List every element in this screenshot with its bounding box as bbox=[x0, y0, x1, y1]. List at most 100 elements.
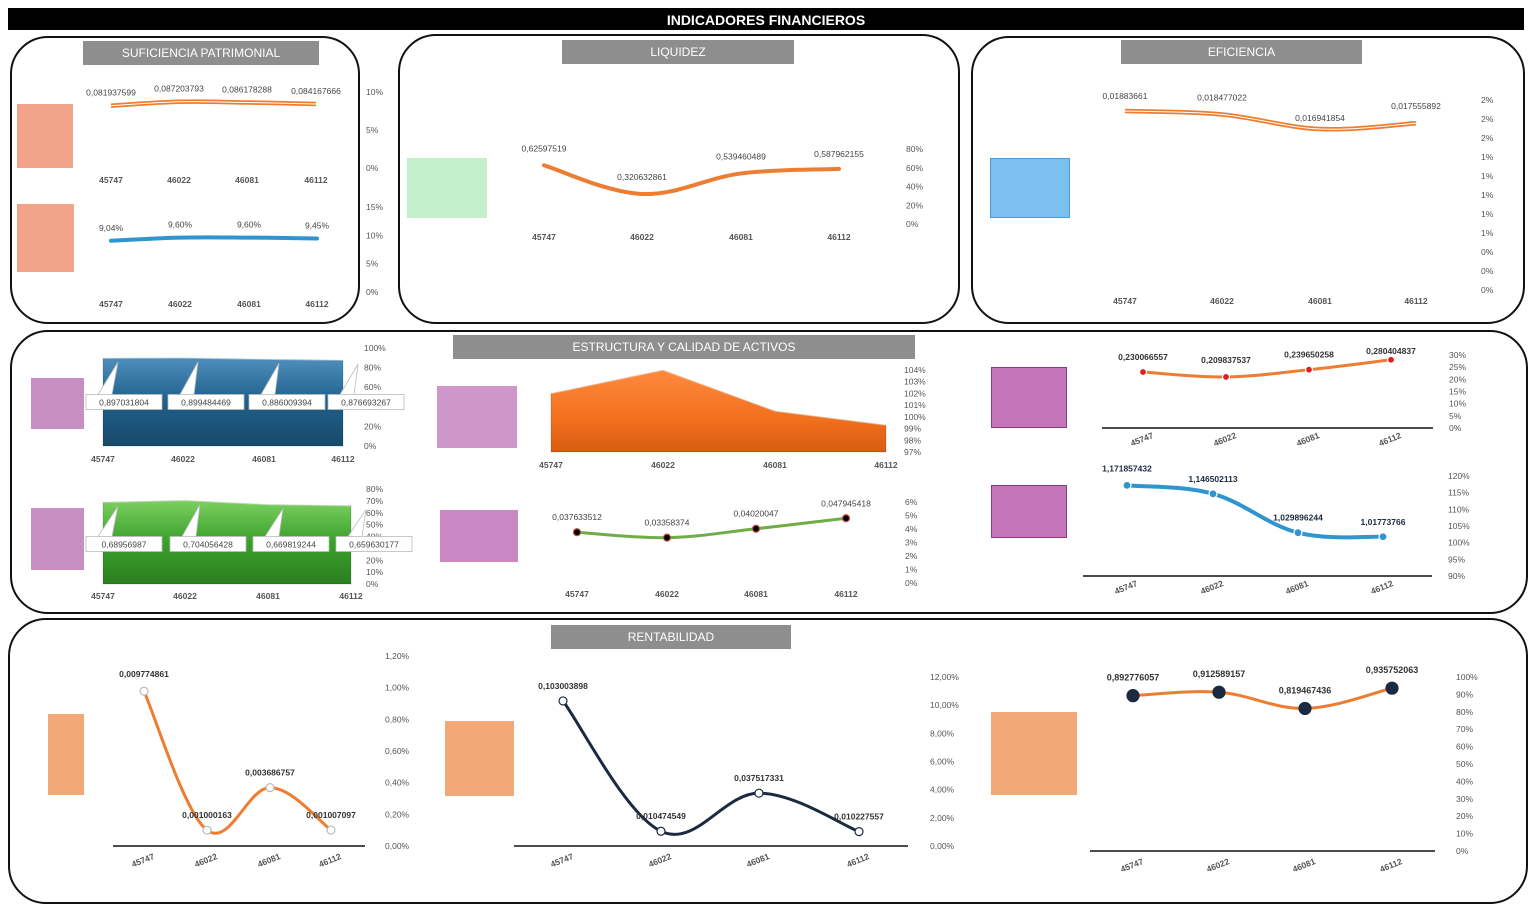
indicator-square-ren3 bbox=[991, 712, 1077, 795]
suf1-ytick: 10% bbox=[366, 87, 383, 97]
liq-category-label: 45747 bbox=[532, 232, 556, 242]
suf1-series-line-inner bbox=[110, 101, 317, 107]
ren3-category-label: 45747 bbox=[1119, 856, 1145, 874]
est1-callout-pointer bbox=[260, 362, 280, 395]
est2-ytick: 10% bbox=[366, 567, 383, 577]
est3-ytick: 97% bbox=[904, 447, 921, 457]
est6-ytick: 90% bbox=[1448, 571, 1465, 581]
est5-data-label: 0,280404837 bbox=[1366, 346, 1416, 356]
est3-area bbox=[550, 369, 887, 453]
est5-data-point bbox=[1138, 367, 1148, 377]
est2-category-label: 46022 bbox=[173, 591, 197, 601]
ren3-data-label: 0,935752063 bbox=[1366, 665, 1419, 675]
efi-data-label: 0,016941854 bbox=[1295, 113, 1345, 123]
est2-data-label: 0,659630177 bbox=[349, 540, 399, 550]
indicator-square-est3 bbox=[437, 386, 517, 448]
ren3-category-label: 46112 bbox=[1378, 856, 1403, 874]
efi-ytick: 1% bbox=[1481, 228, 1494, 238]
est2-callout-pointer bbox=[347, 509, 367, 537]
efi-ytick: 0% bbox=[1481, 285, 1494, 295]
ren3-data-label: 0,892776057 bbox=[1107, 673, 1160, 683]
efi-category-label: 46112 bbox=[1404, 296, 1427, 306]
est1-ytick: 100% bbox=[364, 343, 386, 353]
est1-data-label: 0,886009394 bbox=[262, 398, 312, 408]
est1-ytick: 20% bbox=[364, 421, 381, 431]
ren2-ytick: 8,00% bbox=[930, 728, 955, 738]
ren2-data-point bbox=[854, 826, 864, 837]
suf1-ytick: 0% bbox=[366, 163, 379, 173]
section-title-liquidez: LIQUIDEZ bbox=[562, 40, 794, 64]
est4-category-label: 46022 bbox=[655, 589, 679, 599]
suf1-category-label: 46022 bbox=[167, 175, 191, 185]
suf2-category-label: 46022 bbox=[168, 299, 192, 309]
ren1-category-label: 45747 bbox=[130, 851, 156, 869]
est4-category-label: 45747 bbox=[565, 589, 589, 599]
est5-category-label: 46022 bbox=[1212, 430, 1238, 448]
ren1-ytick: 0,00% bbox=[385, 841, 410, 851]
ren1-ytick: 1,00% bbox=[385, 683, 410, 693]
est6-ytick: 105% bbox=[1448, 521, 1470, 531]
est4-ytick: 2% bbox=[905, 551, 918, 561]
est6-category-label: 46081 bbox=[1284, 578, 1310, 596]
est1-callout-pointer bbox=[179, 361, 199, 395]
ren1-data-label: 0,009774861 bbox=[119, 669, 169, 679]
est6-data-label: 1,171857432 bbox=[1102, 463, 1152, 473]
est4-ytick: 0% bbox=[905, 578, 918, 588]
est3-category-label: 45747 bbox=[539, 460, 563, 470]
est1-callout-box bbox=[327, 394, 405, 410]
est3-category-label: 46081 bbox=[763, 460, 787, 470]
efi-ytick: 1% bbox=[1481, 152, 1494, 162]
est6-data-point bbox=[1293, 528, 1303, 538]
ren2-category-label: 46022 bbox=[647, 851, 673, 869]
ren1-ytick: 0,60% bbox=[385, 746, 410, 756]
est6-data-point bbox=[1208, 489, 1218, 499]
efi-category-label: 46022 bbox=[1210, 296, 1234, 306]
est2-ytick: 20% bbox=[366, 555, 383, 565]
ren2-ytick: 12,00% bbox=[930, 672, 959, 682]
est5-data-label: 0,239650258 bbox=[1284, 350, 1334, 360]
est3-ytick: 99% bbox=[904, 424, 921, 434]
indicator-square-ren1 bbox=[48, 714, 84, 795]
ren1-series-line bbox=[142, 689, 333, 835]
est5-ytick: 15% bbox=[1449, 387, 1466, 397]
est1-data-label: 0,897031804 bbox=[99, 398, 149, 408]
est5-category-label: 46081 bbox=[1295, 430, 1321, 448]
est1-data-label: 0,876693267 bbox=[341, 398, 391, 408]
suf2-data-label: 9,60% bbox=[168, 220, 193, 230]
est1-category-label: 46112 bbox=[331, 454, 354, 464]
ren1-category-label: 46112 bbox=[317, 851, 342, 869]
ren1-ytick: 1,20% bbox=[385, 651, 410, 661]
est1-category-label: 46081 bbox=[252, 454, 276, 464]
ren3-category-label: 46081 bbox=[1291, 856, 1317, 874]
est2-ytick: 70% bbox=[366, 496, 383, 506]
ren2-ytick: 2,00% bbox=[930, 813, 955, 823]
liq-ytick: 0% bbox=[906, 219, 919, 229]
suf2-data-label: 9,45% bbox=[305, 220, 330, 230]
ren3-data-point bbox=[1126, 689, 1140, 703]
efi-ytick: 1% bbox=[1481, 209, 1494, 219]
est6-category-label: 46112 bbox=[1369, 578, 1394, 596]
liq-category-label: 46022 bbox=[630, 232, 654, 242]
est3-ytick: 101% bbox=[904, 400, 926, 410]
est2-data-label: 0,68956987 bbox=[102, 540, 147, 550]
est1-category-label: 45747 bbox=[91, 454, 115, 464]
ren3-ytick: 0% bbox=[1456, 846, 1469, 856]
section-title-rentabilidad: RENTABILIDAD bbox=[551, 625, 791, 649]
ren1-data-label: 0,001007097 bbox=[306, 810, 356, 820]
efi-ytick: 0% bbox=[1481, 247, 1494, 257]
est4-ytick: 3% bbox=[905, 538, 918, 548]
ren3-ytick: 100% bbox=[1456, 672, 1478, 682]
est2-callout-box bbox=[252, 536, 330, 552]
efi-series-line-inner bbox=[1124, 110, 1417, 130]
ren1-category-label: 46081 bbox=[256, 851, 282, 869]
est2-ytick: 0% bbox=[366, 579, 379, 589]
suf1-data-label: 0,087203793 bbox=[154, 84, 204, 94]
est5-data-label: 0,209837537 bbox=[1201, 355, 1251, 365]
ren3-ytick: 10% bbox=[1456, 829, 1473, 839]
ren3-data-label: 0,819467436 bbox=[1279, 685, 1332, 695]
est1-ytick: 80% bbox=[364, 363, 381, 373]
efi-category-label: 46081 bbox=[1308, 296, 1332, 306]
ren1-data-point bbox=[202, 825, 212, 835]
est3-ytick: 100% bbox=[904, 412, 926, 422]
